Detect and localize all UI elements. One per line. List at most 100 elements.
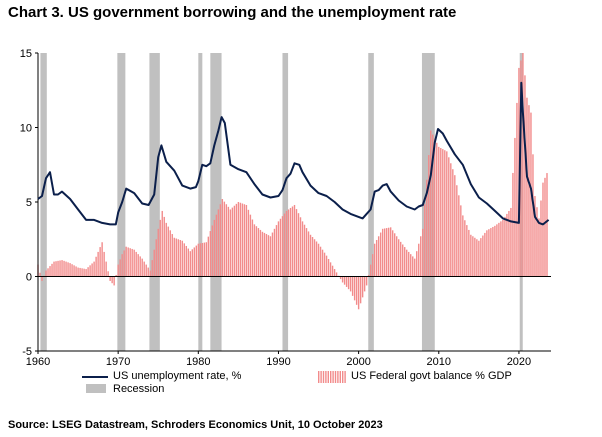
balance-bar <box>163 216 165 277</box>
balance-bar <box>379 232 382 277</box>
recession-band <box>210 53 222 351</box>
balance-bar <box>277 221 280 277</box>
balance-bar <box>239 202 242 277</box>
balance-bar <box>329 262 332 277</box>
y-tick-label: -5 <box>22 346 32 358</box>
balance-bar <box>183 243 185 277</box>
balance-bar <box>351 276 354 296</box>
balance-bar <box>267 235 270 277</box>
balance-bar <box>195 245 198 277</box>
balance-bar <box>257 228 260 277</box>
balance-bar <box>361 276 364 298</box>
balance-bar <box>211 225 214 277</box>
balance-bar <box>528 105 530 277</box>
balance-bar <box>450 163 452 277</box>
balance-bar <box>103 251 105 277</box>
balance-bar <box>65 261 67 277</box>
balance-bar <box>91 263 93 277</box>
balance-bar <box>157 228 159 277</box>
balance-bar <box>460 205 462 277</box>
balance-bar <box>47 268 49 277</box>
balance-bar <box>319 246 322 277</box>
balance-bar <box>365 276 368 286</box>
balance-bar <box>251 219 254 277</box>
balance-bar <box>391 230 394 277</box>
balance-bar <box>297 213 300 277</box>
balance-bar <box>524 75 526 277</box>
balance-bar <box>49 266 51 277</box>
balance-bar <box>542 182 544 277</box>
balance-bar <box>249 214 252 277</box>
balance-bar <box>480 238 482 277</box>
chart-title: Chart 3. US government borrowing and the… <box>8 4 457 21</box>
balance-bar <box>85 269 87 277</box>
balance-bar <box>426 179 428 277</box>
balance-bar <box>516 102 518 277</box>
balance-bar <box>135 251 137 277</box>
balance-bar <box>273 228 276 277</box>
x-tick-label: 2020 <box>507 356 531 368</box>
balance-bar <box>353 276 356 301</box>
balance-bar <box>424 204 426 277</box>
balance-bar <box>269 236 272 277</box>
balance-bar <box>339 276 342 280</box>
balance-bar <box>357 276 360 310</box>
balance-bar <box>61 260 63 277</box>
balance-bar <box>355 276 358 305</box>
balance-bar <box>149 270 151 277</box>
balance-bar <box>494 225 496 277</box>
balance-bar <box>121 254 123 277</box>
balance-bar <box>492 226 494 277</box>
balance-bar <box>155 239 157 277</box>
balance-bar <box>261 231 264 277</box>
balance-bar <box>442 149 444 277</box>
balance-bar <box>393 233 396 277</box>
x-tick-label: 1960 <box>26 356 50 368</box>
balance-bar <box>133 249 135 277</box>
balance-bar <box>522 53 524 277</box>
balance-bar <box>93 261 95 277</box>
balance-bars <box>37 53 548 310</box>
balance-bar <box>81 268 83 277</box>
balance-bar <box>165 222 167 277</box>
balance-bar <box>57 260 59 277</box>
balance-bar <box>472 236 474 277</box>
balance-bar <box>275 225 278 277</box>
balance-bar <box>293 204 296 277</box>
x-tick-label: 1990 <box>266 356 290 368</box>
balance-bar <box>45 270 47 277</box>
balance-bar <box>153 249 155 277</box>
balance-bar <box>145 264 147 277</box>
balance-bar <box>89 265 91 277</box>
balance-bar <box>301 221 304 277</box>
balance-bar <box>410 254 412 277</box>
balance-bar <box>229 209 232 277</box>
balance-bar <box>209 231 212 277</box>
balance-bar <box>422 228 424 277</box>
balance-bar <box>281 216 284 277</box>
balance-bar <box>490 228 492 277</box>
balance-bar <box>161 210 163 277</box>
balance-bar <box>39 272 41 277</box>
balance-bar <box>231 207 234 277</box>
legend-balance-swatch-bar <box>339 371 341 383</box>
balance-bar <box>536 207 538 277</box>
balance-bar <box>99 247 101 277</box>
balance-bar <box>313 239 316 277</box>
balance-bar <box>141 258 143 277</box>
balance-bar <box>311 237 314 277</box>
balance-bar <box>446 151 448 277</box>
balance-bar <box>235 203 238 277</box>
balance-bar <box>458 195 460 277</box>
balance-bar <box>377 236 380 277</box>
balance-bar <box>63 260 65 277</box>
balance-bar <box>139 256 141 277</box>
balance-bar <box>137 254 139 277</box>
legend-swatches <box>82 371 346 393</box>
balance-bar <box>279 218 282 277</box>
balance-bar <box>462 215 464 277</box>
balance-bar <box>117 264 119 277</box>
y-tick-label: 15 <box>20 48 32 60</box>
balance-bar <box>367 275 370 277</box>
balance-bar <box>454 175 456 277</box>
